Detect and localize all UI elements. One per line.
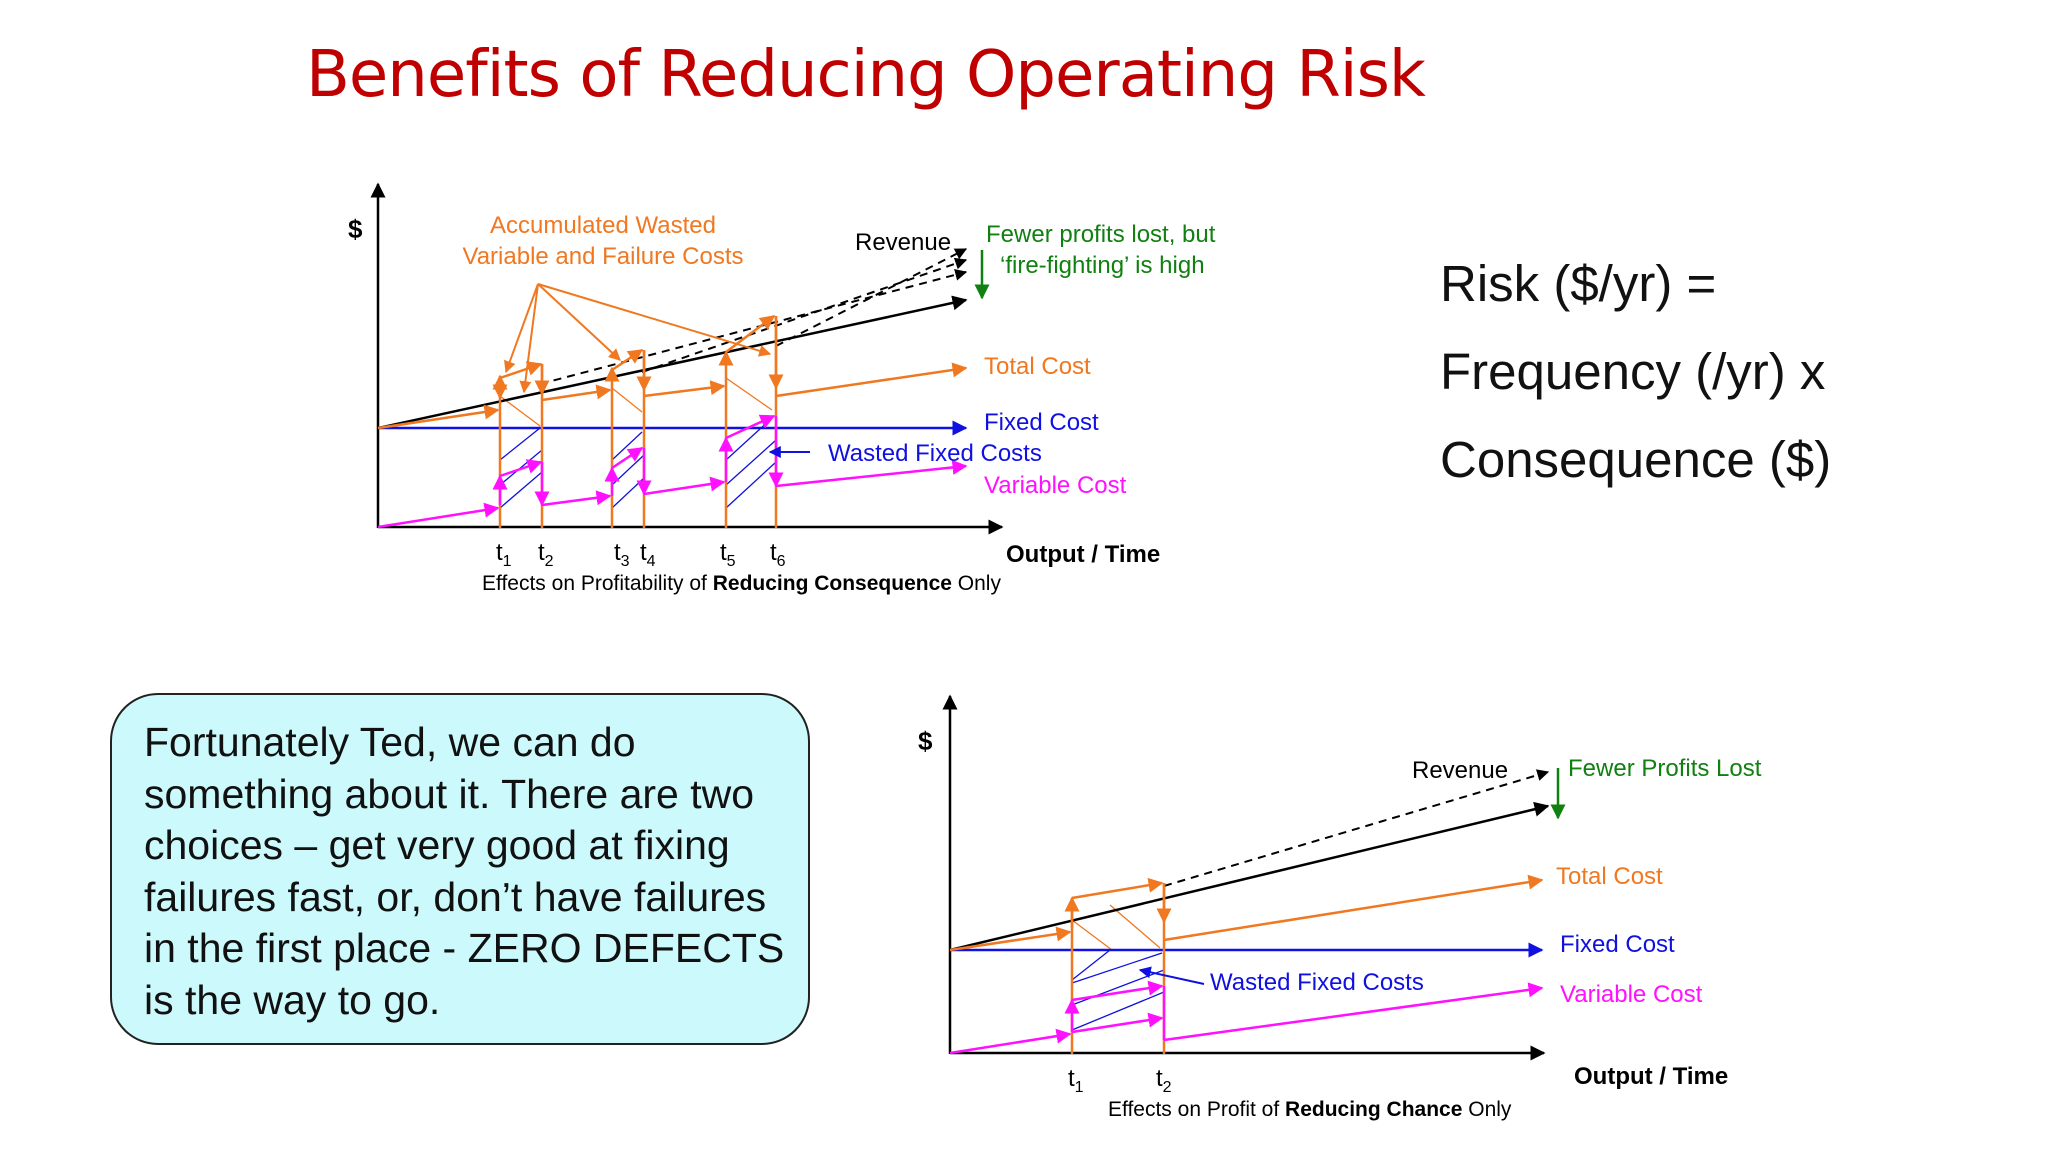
- tick-t2-sub: 2: [1163, 1079, 1172, 1096]
- bottom-total-cost-label: Total Cost: [1556, 863, 1663, 890]
- tick-t3: t3: [614, 539, 630, 570]
- top-x-axis-label: Output / Time: [1006, 541, 1160, 568]
- bottom-fixed-cost-label: Fixed Cost: [1560, 931, 1675, 958]
- tick-t2: t2: [538, 539, 554, 570]
- top-revenue-line: [377, 295, 968, 430]
- top-revenue-label: Revenue: [855, 229, 951, 256]
- top-total-cost-label: Total Cost: [984, 353, 1091, 380]
- bottom-caption: Effects on Profit of Reducing Chance Onl…: [1108, 1098, 1512, 1121]
- top-revenue-dashed-1: [539, 268, 968, 385]
- top-wasted-fixed-label: Wasted Fixed Costs: [828, 440, 1042, 467]
- tick-t4: t4: [640, 539, 656, 570]
- diagram-top: $ Output / Time Accumulated Wasted Varia…: [348, 182, 1216, 595]
- top-revenue-dashed-2: [641, 257, 968, 373]
- tick-t5-sub: 5: [727, 553, 736, 570]
- top-accumulated-pointers: [504, 283, 772, 394]
- risk-formula: Risk ($/yr) = Frequency (/yr) x Conseque…: [1440, 240, 1831, 504]
- top-caption-bold: Reducing Consequence: [713, 572, 952, 595]
- bottom-wasted-fixed-hatch: [1071, 949, 1165, 1031]
- top-y-axis-label: $: [348, 214, 363, 244]
- tick-t1: t1: [1068, 1065, 1084, 1096]
- formula-line-2: Frequency (/yr) x: [1440, 343, 1826, 400]
- bottom-variable-cost: [949, 980, 1544, 1055]
- tick-t3-sub: 3: [621, 553, 630, 570]
- bottom-variable-cost-label: Variable Cost: [1560, 981, 1703, 1008]
- top-benefit-label-2: ‘fire-fighting’ is high: [1000, 252, 1205, 279]
- tick-t5: t5: [720, 539, 736, 570]
- bottom-revenue-line: [949, 801, 1550, 952]
- top-fixed-cost-label: Fixed Cost: [984, 409, 1099, 436]
- callout-box: Fortunately Ted, we can do something abo…: [110, 693, 810, 1045]
- top-accumulated-label-2: Variable and Failure Costs: [462, 243, 743, 270]
- bottom-y-axis-label: $: [918, 726, 933, 756]
- top-total-cost: [377, 315, 968, 528]
- formula-line-3: Consequence ($): [1440, 431, 1832, 488]
- bottom-wasted-fixed-label: Wasted Fixed Costs: [1210, 969, 1424, 996]
- top-caption-pre: Effects on Profitability of: [482, 572, 713, 595]
- tick-t1-sub: 1: [1075, 1079, 1084, 1096]
- tick-t4-sub: 4: [647, 553, 656, 570]
- tick-t1-sub: 1: [503, 553, 512, 570]
- bottom-revenue-dashed: [1163, 769, 1550, 887]
- bottom-caption-bold: Reducing Chance: [1285, 1098, 1462, 1121]
- top-variable-cost: [377, 414, 968, 529]
- bottom-benefit-label: Fewer Profits Lost: [1568, 755, 1762, 782]
- top-revenue-dashed-3: [775, 248, 968, 347]
- bottom-wasted-fixed-pointer: [1138, 966, 1205, 985]
- tick-t1: t1: [496, 539, 512, 570]
- top-caption-post: Only: [952, 572, 1002, 595]
- top-caption: Effects on Profitability of Reducing Con…: [482, 572, 1001, 595]
- bottom-x-axis-label: Output / Time: [1574, 1063, 1728, 1090]
- top-accumulated-label-1: Accumulated Wasted: [490, 212, 716, 239]
- bottom-caption-post: Only: [1462, 1098, 1512, 1121]
- tick-t2: t2: [1156, 1065, 1172, 1096]
- bottom-wasted-variable-hatch: [1071, 904, 1161, 951]
- slide-title: Benefits of Reducing Operating Risk: [306, 38, 1426, 112]
- diagram-bottom: $ Output / Time Revenue Fewer Profits Lo…: [918, 694, 1762, 1121]
- bottom-total-cost: [949, 874, 1544, 1054]
- tick-t6: t6: [770, 539, 786, 570]
- top-variable-cost-label: Variable Cost: [984, 472, 1127, 499]
- top-benefit-label-1: Fewer profits lost, but: [986, 221, 1216, 248]
- bottom-caption-pre: Effects on Profit of: [1108, 1098, 1285, 1121]
- top-tick-labels: t1 t2 t3 t4 t5 t6: [496, 539, 786, 570]
- formula-line-1: Risk ($/yr) =: [1440, 255, 1717, 312]
- bottom-revenue-label: Revenue: [1412, 757, 1508, 784]
- tick-t6-sub: 6: [777, 553, 786, 570]
- bottom-tick-labels: t1 t2: [1068, 1065, 1172, 1096]
- tick-t2-sub: 2: [545, 553, 554, 570]
